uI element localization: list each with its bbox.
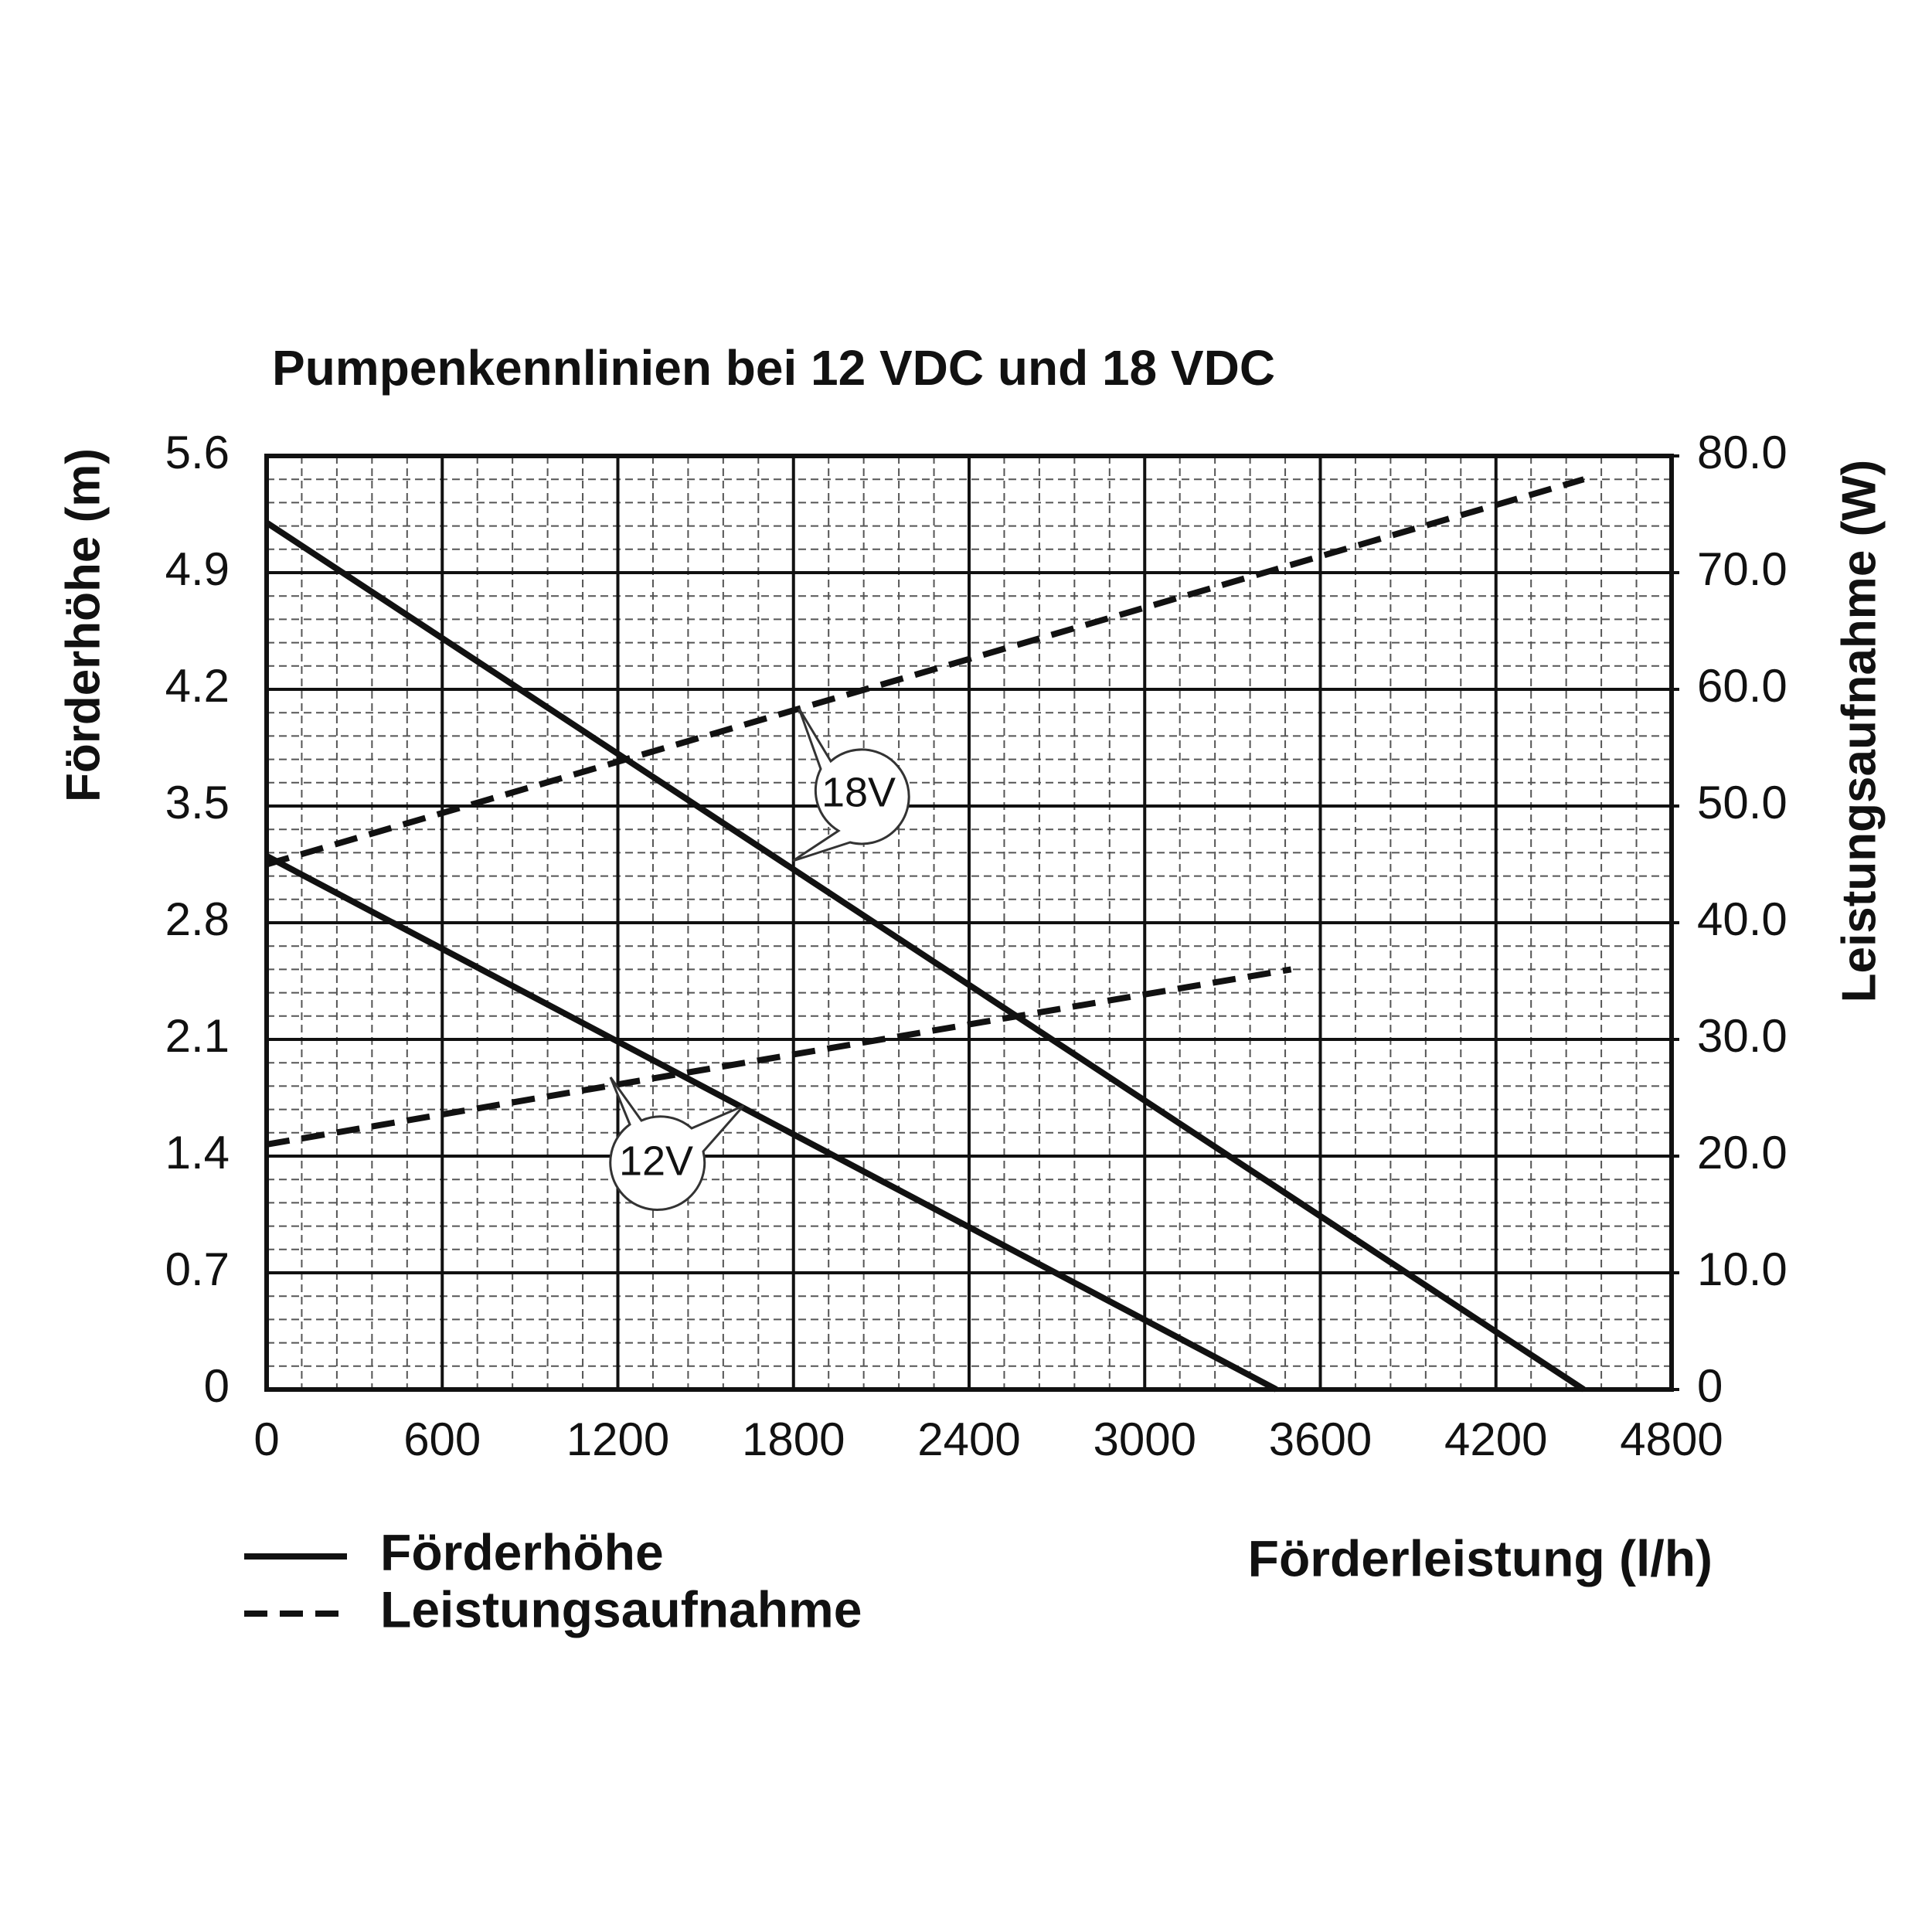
y2-tick-label: 0 [1697, 1360, 1723, 1412]
y2-axis-title: Leistungsaufnahme (W) [1832, 460, 1886, 1003]
y-tick-label: 2.8 [165, 893, 230, 945]
legend-label: Leistungsaufnahme [380, 1580, 862, 1638]
series-line [264, 519, 1586, 1393]
y-tick-label: 4.9 [165, 543, 230, 595]
y-tick-label: 3.5 [165, 777, 230, 828]
y2-tick-label: 40.0 [1697, 893, 1787, 945]
annotation: 12V [619, 1138, 693, 1184]
x-tick-label: 1800 [742, 1413, 845, 1465]
x-tick-label: 3600 [1269, 1413, 1372, 1465]
series-line [266, 966, 1292, 1148]
callout-shape [609, 1077, 745, 1211]
x-axis-title: Förderleistung (l/h) [1248, 1529, 1713, 1587]
annotation: 18V [821, 769, 896, 815]
y-tick-label: 2.1 [165, 1010, 230, 1062]
y2-tick-label: 60.0 [1697, 660, 1787, 712]
y2-tick-label: 30.0 [1697, 1010, 1787, 1062]
y2-tick-label: 10.0 [1697, 1243, 1787, 1295]
y2-tick-label: 70.0 [1697, 543, 1787, 595]
x-tick-label: 2400 [917, 1413, 1020, 1465]
y2-tick-label: 80.0 [1697, 427, 1787, 478]
y-tick-label: 1.4 [165, 1127, 230, 1179]
x-tick-label: 600 [403, 1413, 481, 1465]
x-tick-label: 3000 [1094, 1413, 1196, 1465]
legend-label: Förderhöhe [380, 1523, 664, 1580]
callout-shape [792, 708, 910, 862]
y-tick-label: 4.2 [165, 660, 230, 712]
series-line [265, 476, 1585, 868]
x-tick-label: 4800 [1620, 1413, 1723, 1465]
y-tick-label: 0.7 [165, 1243, 230, 1295]
chart-title: Pumpenkennlinien bei 12 VDC und 18 VDC [272, 340, 1275, 396]
y-tick-label: 5.6 [165, 427, 230, 478]
y-axis-title: Förderhöhe (m) [56, 448, 110, 802]
x-tick-label: 4200 [1444, 1413, 1547, 1465]
y2-tick-label: 50.0 [1697, 777, 1787, 828]
x-tick-label: 1200 [566, 1413, 669, 1465]
y-tick-label: 0 [204, 1360, 230, 1412]
series-line [265, 853, 1278, 1393]
x-tick-label: 0 [253, 1413, 279, 1465]
y2-tick-label: 20.0 [1697, 1127, 1787, 1179]
callouts: 18V 12V [609, 708, 910, 1211]
